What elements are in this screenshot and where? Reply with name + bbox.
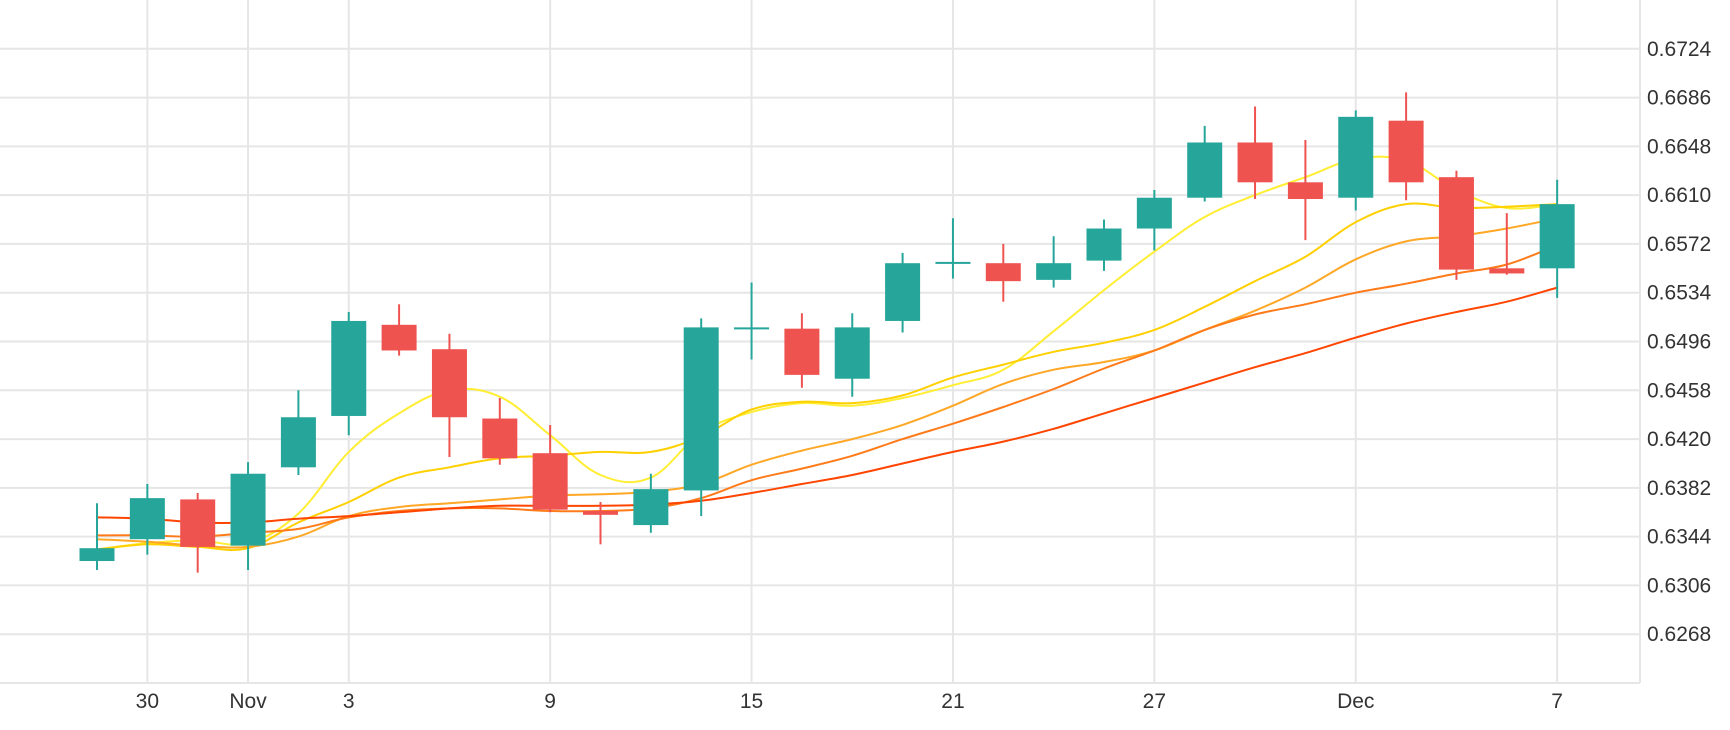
candle-body xyxy=(381,324,417,351)
candle-body xyxy=(1438,177,1474,270)
candle-body xyxy=(1539,204,1575,269)
candle-up xyxy=(1338,110,1374,211)
y-tick-label: 0.6724 xyxy=(1647,38,1712,61)
candle-down xyxy=(784,313,820,388)
moving-average-layer xyxy=(96,155,1558,551)
y-tick-labels: 0.6724 0.6686 0.6648 0.6610 0.6572 0.6534 0.64… xyxy=(1647,38,1712,646)
candle-body xyxy=(230,473,266,546)
candle-body xyxy=(633,489,669,526)
candle-down xyxy=(1237,106,1273,199)
candle-body xyxy=(834,327,870,379)
y-tick-label: 0.6420 xyxy=(1647,428,1711,451)
axis-layer xyxy=(0,0,1641,684)
candle-body xyxy=(1489,268,1525,274)
candle-body xyxy=(784,328,820,375)
candle-down xyxy=(381,304,417,356)
y-tick-label: 0.6382 xyxy=(1647,477,1711,500)
candle-up xyxy=(79,503,115,571)
candle-body xyxy=(1338,116,1374,198)
candle-up xyxy=(230,462,266,571)
y-tick-label: 0.6648 xyxy=(1647,135,1711,158)
y-tick-label: 0.6610 xyxy=(1647,184,1711,207)
x-tick-labels: 30 Nov 3 9 15 21 27 Dec 7 xyxy=(136,690,1563,713)
candle-body xyxy=(431,349,467,418)
candle-up xyxy=(1136,190,1172,251)
candle-down xyxy=(985,243,1021,302)
candle-body xyxy=(1086,228,1122,261)
y-tick-label: 0.6496 xyxy=(1647,331,1711,354)
ma-line-1 xyxy=(96,155,1558,551)
candle-body xyxy=(79,548,115,562)
candle-body xyxy=(935,261,971,264)
x-tick-label: 3 xyxy=(343,690,355,713)
candle-body xyxy=(583,510,618,515)
candle-down xyxy=(1287,139,1323,241)
y-tick-label: 0.6458 xyxy=(1647,379,1711,402)
candle-up xyxy=(633,473,669,533)
candle-body xyxy=(331,320,367,416)
y-tick-label: 0.6268 xyxy=(1647,623,1711,646)
candle-body xyxy=(1036,263,1072,280)
candle-body xyxy=(280,417,316,468)
candle-up xyxy=(1036,236,1072,288)
candle-up xyxy=(1086,219,1122,271)
candle-down xyxy=(1438,170,1474,280)
candle-body xyxy=(734,327,770,330)
candle-body xyxy=(129,498,165,540)
candle-down xyxy=(431,333,467,458)
candle-body xyxy=(1237,142,1273,183)
candle-body xyxy=(1136,197,1172,229)
candle-down xyxy=(532,424,568,513)
candle-body xyxy=(683,327,719,491)
x-tick-label: 21 xyxy=(941,690,964,713)
candle-body xyxy=(885,263,921,321)
x-tick-label: 9 xyxy=(544,690,556,713)
ma-line-2 xyxy=(96,202,1558,551)
x-tick-label: 30 xyxy=(136,690,159,713)
candle-body xyxy=(482,418,518,459)
candle-up xyxy=(683,318,719,517)
candle-up xyxy=(1187,125,1223,202)
ma-line-3 xyxy=(96,217,1558,549)
candle-layer xyxy=(79,92,1575,573)
candle-down xyxy=(1388,92,1424,201)
y-tick-label: 0.6572 xyxy=(1647,233,1711,256)
x-tick-label: Nov xyxy=(229,690,267,713)
candle-up xyxy=(834,313,870,397)
ma-line-5 xyxy=(96,286,1558,525)
candle-body xyxy=(1388,120,1424,183)
ma-line-4 xyxy=(96,244,1558,538)
candle-up xyxy=(885,252,921,333)
candle-body xyxy=(1287,182,1323,199)
candle-body xyxy=(985,263,1021,282)
x-tick-label: 15 xyxy=(740,690,763,713)
candle-body xyxy=(532,453,568,510)
candle-down xyxy=(583,501,618,545)
grid-layer xyxy=(0,0,1640,683)
candle-up xyxy=(129,484,165,555)
candle-down xyxy=(180,492,216,573)
candle-up xyxy=(1539,179,1575,298)
candle-down xyxy=(482,397,518,465)
candle-body xyxy=(180,499,216,547)
x-tick-label: Dec xyxy=(1337,690,1374,713)
candle-up xyxy=(935,218,971,279)
candle-up xyxy=(331,311,367,436)
y-tick-label: 0.6534 xyxy=(1647,282,1712,305)
x-tick-label: 27 xyxy=(1143,690,1166,713)
candle-up xyxy=(280,390,316,476)
x-tick-label: 7 xyxy=(1551,690,1563,713)
y-tick-label: 0.6686 xyxy=(1647,87,1711,110)
candle-body xyxy=(1187,142,1223,198)
y-tick-label: 0.6344 xyxy=(1647,526,1712,549)
candle-down xyxy=(1489,213,1525,275)
candle-up xyxy=(734,282,770,360)
y-tick-label: 0.6306 xyxy=(1647,574,1711,597)
